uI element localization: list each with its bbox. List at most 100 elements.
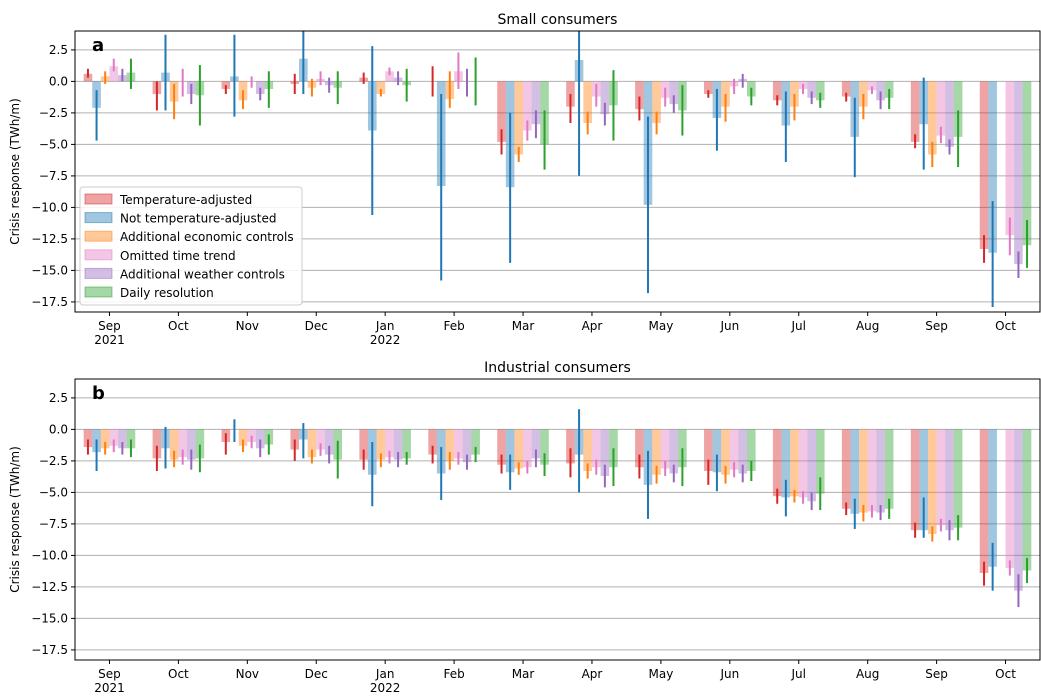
x-tick-label: Nov: [236, 667, 259, 681]
bar: [471, 429, 480, 455]
legend-label: Additional economic controls: [120, 230, 294, 244]
x-tick-label: Aug: [856, 319, 879, 333]
x-tick-label: Feb: [443, 667, 464, 681]
bar: [1014, 81, 1023, 265]
bar: [936, 429, 946, 526]
bar: [798, 429, 808, 498]
legend-swatch: [84, 249, 113, 261]
bar: [850, 429, 860, 514]
panel-letter: b: [92, 383, 105, 404]
bar: [462, 429, 472, 463]
legend-frame: [79, 186, 303, 306]
bar: [376, 81, 386, 95]
y-tick-label: −15.0: [31, 263, 68, 277]
panel-b: 2.5 0.0 −2.5 −5.0 −7.5 −10.0 −12.5 −15.0 −17.5 Se…: [8, 360, 1041, 695]
bar: [169, 429, 179, 460]
bar: [953, 429, 963, 528]
bar: [807, 81, 816, 98]
bar: [721, 429, 730, 475]
bar: [841, 429, 851, 509]
bar: [859, 429, 868, 513]
bar: [540, 429, 549, 465]
bar: [531, 429, 541, 459]
x-tick-label: Sep: [98, 667, 121, 681]
x-tick-label: Jun: [719, 319, 739, 333]
axes-frame: [74, 30, 1041, 313]
bar: [635, 81, 644, 110]
x-tick-label: Dec: [305, 319, 328, 333]
bar: [152, 429, 162, 459]
bar: [704, 81, 713, 95]
bar: [514, 81, 524, 155]
y-tick-label: −10.0: [31, 548, 68, 562]
y-tick-label: −17.5: [31, 295, 68, 309]
bar: [1014, 429, 1023, 591]
x-tick-label: Oct: [995, 319, 1016, 333]
bar: [945, 81, 954, 147]
x-tick-label: Dec: [305, 667, 328, 681]
bar: [523, 429, 532, 468]
bar: [126, 429, 136, 449]
bar: [712, 429, 722, 473]
bar: [772, 81, 782, 101]
x-tick-label: Apr: [582, 319, 603, 333]
bar: [1005, 81, 1015, 236]
legend-label: Daily resolution: [120, 286, 214, 300]
x-tick-label: Sep: [98, 319, 121, 333]
bar: [910, 81, 920, 142]
y-axis-label: Crisis response (TWh/m): [8, 446, 22, 593]
x-tick-label: Sep: [925, 667, 948, 681]
bar: [195, 429, 205, 459]
y-tick-label: −2.5: [39, 106, 68, 120]
bar: [876, 429, 885, 513]
bar: [505, 429, 515, 473]
x-tick-label: Jun: [719, 667, 739, 681]
bar: [1022, 81, 1032, 246]
y-tick-label: −12.5: [31, 580, 68, 594]
y-tick-label: 2.5: [49, 391, 68, 405]
chart-title: Industrial consumers: [484, 360, 631, 376]
y-tick-label: 2.5: [49, 43, 68, 57]
y-tick-label: −7.5: [39, 169, 68, 183]
bar: [772, 429, 782, 497]
bar: [884, 429, 894, 509]
legend-label: Temperature-adjusted: [119, 193, 252, 207]
bar: [815, 429, 825, 494]
legend: Temperature-adjusted Not temperature-adju…: [79, 186, 303, 306]
bar: [186, 429, 196, 460]
bar: [583, 429, 592, 471]
y-tick-label: −7.5: [39, 517, 68, 531]
bar: [979, 81, 989, 249]
y-tick-label: 0.0: [49, 74, 68, 88]
x-tick-label: Apr: [582, 667, 603, 681]
y-tick-label: −15.0: [31, 611, 68, 625]
bar: [945, 429, 954, 531]
bar: [497, 429, 506, 465]
bar: [979, 429, 989, 574]
bar: [867, 81, 877, 91]
bar: [402, 429, 411, 459]
bar: [583, 81, 592, 123]
chart-title: Small consumers: [498, 12, 618, 28]
legend-label: Omitted time trend: [120, 249, 236, 263]
bar: [445, 429, 455, 461]
y-tick-label: −12.5: [31, 232, 68, 246]
bar: [591, 429, 601, 468]
bar: [600, 429, 610, 477]
bar: [669, 81, 679, 105]
bar: [876, 81, 885, 101]
bar: [238, 429, 248, 446]
bar: [652, 429, 661, 475]
bar: [635, 429, 644, 468]
x-tick-label: 2021: [94, 333, 125, 347]
bar: [660, 429, 670, 469]
y-tick-label: −5.0: [39, 137, 68, 151]
bar: [652, 81, 661, 123]
legend-label: Additional weather controls: [120, 267, 285, 281]
bar: [385, 71, 394, 82]
bar: [514, 429, 524, 469]
bar: [178, 429, 187, 458]
bar: [109, 429, 119, 446]
x-tick-label: Sep: [925, 319, 948, 333]
